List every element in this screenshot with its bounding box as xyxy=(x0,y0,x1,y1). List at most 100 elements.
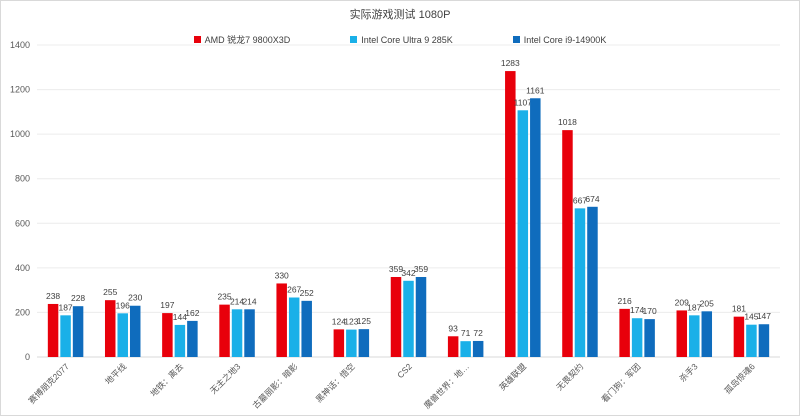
y-tick-label: 200 xyxy=(15,307,30,317)
data-label: 209 xyxy=(675,297,689,307)
data-label: 667 xyxy=(573,195,587,205)
data-label: 174 xyxy=(630,305,644,315)
y-tick-label: 800 xyxy=(15,174,30,184)
data-label: 187 xyxy=(58,302,72,312)
bar xyxy=(301,300,312,357)
data-label: 359 xyxy=(414,264,428,274)
bar xyxy=(619,308,630,357)
y-tick-label: 600 xyxy=(15,218,30,228)
bar xyxy=(390,276,402,357)
bar xyxy=(187,320,198,357)
y-tick-label: 1200 xyxy=(10,85,30,95)
bar xyxy=(644,319,655,357)
data-label: 228 xyxy=(71,293,85,303)
bar xyxy=(530,98,541,358)
data-label: 1283 xyxy=(501,58,520,68)
x-tick-label: 古墓丽影：暗影 xyxy=(250,361,299,410)
legend-label: AMD 锐龙7 9800X3D xyxy=(204,35,291,45)
data-label: 181 xyxy=(732,304,746,314)
data-label: 72 xyxy=(473,328,483,338)
bar xyxy=(562,130,573,357)
data-label: 342 xyxy=(401,268,415,278)
bar xyxy=(174,324,186,357)
bar xyxy=(219,304,230,357)
data-label: 214 xyxy=(230,296,244,306)
data-label: 214 xyxy=(242,296,256,306)
bar xyxy=(104,300,116,357)
data-label: 674 xyxy=(585,194,599,204)
bar xyxy=(162,313,173,357)
bar xyxy=(447,336,459,357)
bar xyxy=(746,324,757,357)
bar xyxy=(472,340,484,357)
bar xyxy=(631,318,643,357)
bar xyxy=(358,329,370,357)
data-label: 1107 xyxy=(514,97,533,107)
bar xyxy=(346,329,357,357)
legend: AMD 锐龙7 9800X3D Intel Core Ultra 9 285K … xyxy=(0,33,800,46)
legend-swatch xyxy=(193,36,201,43)
x-tick-label: 黑神话：悟空 xyxy=(314,361,357,404)
data-label: 252 xyxy=(300,288,314,298)
data-label: 197 xyxy=(160,300,174,310)
data-label: 123 xyxy=(344,317,358,327)
bar xyxy=(276,283,287,357)
legend-item-amd: AMD 锐龙7 9800X3D xyxy=(193,33,291,46)
legend-swatch xyxy=(512,36,520,43)
legend-item-i9: Intel Core i9-14900K xyxy=(512,33,607,46)
bar xyxy=(129,305,141,357)
bar xyxy=(758,324,770,357)
legend-swatch xyxy=(350,36,358,43)
bar xyxy=(403,280,414,357)
legend-label: Intel Core Ultra 9 285K xyxy=(361,34,453,45)
data-label: 255 xyxy=(103,287,117,297)
x-tick-label: 地平线 xyxy=(103,361,128,386)
x-tick-label: 无主之地3 xyxy=(208,361,243,396)
data-label: 216 xyxy=(618,296,632,306)
data-label: 170 xyxy=(643,306,657,316)
data-label: 93 xyxy=(448,323,458,333)
bar xyxy=(689,315,700,357)
y-tick-label: 400 xyxy=(15,263,30,273)
y-tick-label: 0 xyxy=(25,352,30,362)
bar xyxy=(231,309,243,357)
data-label: 162 xyxy=(185,308,199,318)
bar xyxy=(574,208,586,357)
bar xyxy=(733,316,745,357)
data-label: 1018 xyxy=(558,117,577,127)
data-label: 230 xyxy=(128,293,142,303)
bar xyxy=(288,297,300,357)
chart-title: 实际游戏测试 1080P xyxy=(349,9,451,21)
data-label: 1161 xyxy=(526,85,545,95)
bar xyxy=(72,306,84,357)
x-tick-label: 赛博朋克2077 xyxy=(26,361,71,406)
data-label: 125 xyxy=(357,316,371,326)
bar xyxy=(587,206,598,357)
data-label: 359 xyxy=(389,264,403,274)
bar xyxy=(333,329,345,357)
y-tick-label: 1400 xyxy=(10,40,30,50)
data-label: 196 xyxy=(116,300,130,310)
data-label: 145 xyxy=(744,312,758,322)
data-label: 330 xyxy=(275,270,289,280)
data-label: 147 xyxy=(757,311,771,321)
data-label: 205 xyxy=(700,298,714,308)
data-label: 187 xyxy=(687,302,701,312)
bar xyxy=(676,310,688,357)
data-label: 238 xyxy=(46,291,60,301)
x-tick-label: 魔兽世界：地… xyxy=(422,361,471,410)
x-tick-label: CS2 xyxy=(395,361,414,380)
data-label: 235 xyxy=(217,292,231,302)
x-tick-label: 地铁：离去 xyxy=(148,361,185,398)
y-tick-label: 1000 xyxy=(10,129,30,139)
data-label: 267 xyxy=(287,284,301,294)
bar xyxy=(117,313,128,357)
x-tick-label: 孤岛惊魂6 xyxy=(722,361,757,396)
x-tick-label: 无畏契约 xyxy=(554,361,585,392)
legend-label: Intel Core i9-14900K xyxy=(523,34,607,45)
x-tick-label: 看门狗：军团 xyxy=(599,361,642,404)
bar xyxy=(460,341,471,357)
bar xyxy=(701,311,713,357)
data-label: 124 xyxy=(332,316,346,326)
